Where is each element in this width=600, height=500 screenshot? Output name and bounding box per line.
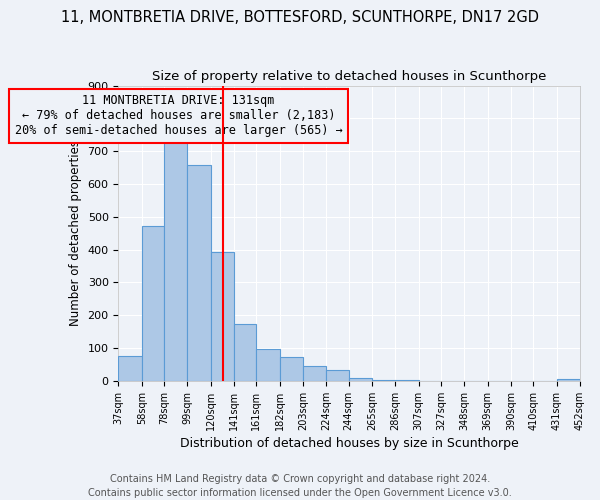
Bar xyxy=(557,380,580,381)
Text: Contains HM Land Registry data © Crown copyright and database right 2024.
Contai: Contains HM Land Registry data © Crown c… xyxy=(88,474,512,498)
Y-axis label: Number of detached properties: Number of detached properties xyxy=(69,140,82,326)
Bar xyxy=(303,366,326,381)
Bar xyxy=(118,356,142,381)
Bar xyxy=(234,324,256,381)
Title: Size of property relative to detached houses in Scunthorpe: Size of property relative to detached ho… xyxy=(152,70,547,83)
Bar xyxy=(211,252,234,381)
Bar xyxy=(164,138,187,381)
Bar xyxy=(326,370,349,381)
X-axis label: Distribution of detached houses by size in Scunthorpe: Distribution of detached houses by size … xyxy=(180,437,518,450)
Bar xyxy=(280,357,303,381)
Bar xyxy=(142,226,164,381)
Text: 11 MONTBRETIA DRIVE: 131sqm
← 79% of detached houses are smaller (2,183)
20% of : 11 MONTBRETIA DRIVE: 131sqm ← 79% of det… xyxy=(14,94,343,138)
Bar xyxy=(187,166,211,381)
Bar xyxy=(395,380,419,381)
Bar xyxy=(349,378,372,381)
Bar xyxy=(372,380,395,381)
Text: 11, MONTBRETIA DRIVE, BOTTESFORD, SCUNTHORPE, DN17 2GD: 11, MONTBRETIA DRIVE, BOTTESFORD, SCUNTH… xyxy=(61,10,539,25)
Bar xyxy=(256,349,280,381)
